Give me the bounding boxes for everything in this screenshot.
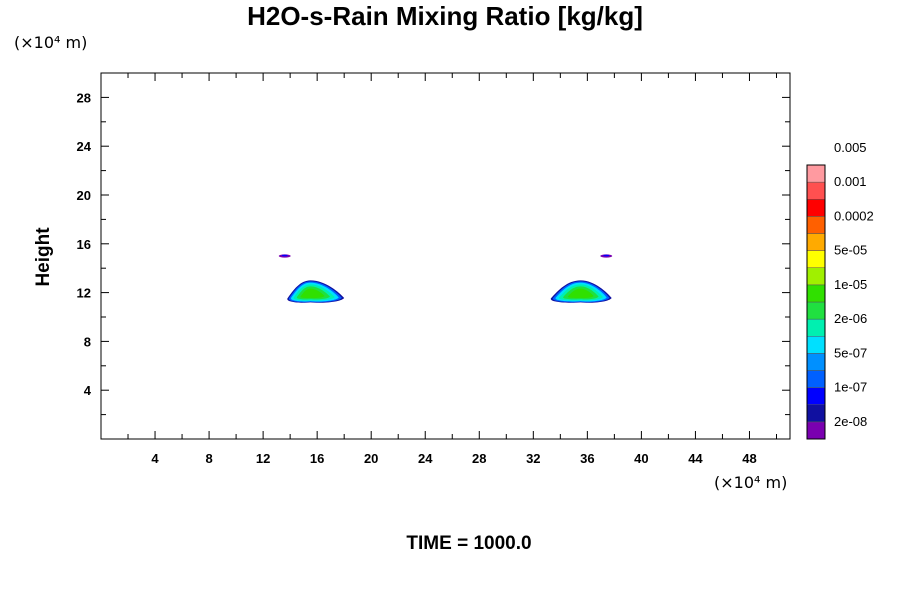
colorbar-swatch — [806, 387, 826, 405]
colorbar-swatch — [806, 421, 826, 440]
colorbar-frame — [806, 164, 826, 440]
colorbar-label: 1e-05 — [834, 277, 867, 292]
x-tick-label: 32 — [526, 451, 540, 466]
plot-area — [100, 72, 791, 440]
contour-wisp-core — [281, 254, 288, 257]
colorbar-swatch — [806, 404, 826, 423]
contour-level — [300, 288, 325, 299]
x-tick-label: 20 — [364, 451, 378, 466]
colorbar-label: 5e-05 — [834, 243, 867, 258]
x-tick-label: 48 — [742, 451, 756, 466]
colorbar-swatch — [806, 370, 826, 388]
x-tick-label: 8 — [205, 451, 212, 466]
colorbar-swatch — [806, 318, 826, 337]
x-tick-label: 24 — [418, 451, 433, 466]
colorbar-swatch — [806, 181, 826, 200]
colorbar-label: 2e-08 — [834, 414, 867, 429]
contour-cloud — [550, 280, 612, 303]
colorbar-swatch — [806, 353, 826, 371]
x-unit-label: (×10⁴ m) — [714, 473, 787, 492]
colorbar-label: 1e-07 — [834, 380, 867, 395]
y-tick-label: 28 — [77, 90, 91, 105]
colorbar: 2e-08 1e-07 5e-07 2e-06 1e-05 5e-05 0.0002 0.00… — [806, 140, 874, 440]
colorbar-swatch — [806, 301, 826, 320]
x-tick-labels: 4 8 12 16 20 24 28 32 36 40 44 48 — [151, 451, 756, 466]
y-tick-label: 4 — [84, 383, 92, 398]
y-tick-labels: 4 8 12 16 20 24 28 — [77, 90, 92, 398]
colorbar-label: 0.0002 — [834, 208, 874, 223]
y-tick-label: 16 — [77, 237, 91, 252]
contour-cloud — [287, 280, 345, 303]
x-tick-label: 36 — [580, 451, 594, 466]
colorbar-swatch — [806, 336, 826, 354]
y-axis-label: Height — [33, 227, 54, 287]
y-unit-label: (×10⁴ m) — [14, 33, 87, 52]
axis-ticks — [101, 73, 790, 439]
colorbar-label: 0.001 — [834, 174, 867, 189]
colorbar-swatch — [806, 233, 826, 251]
time-label: TIME = 1000.0 — [406, 533, 531, 554]
x-tick-label: 40 — [634, 451, 648, 466]
colorbar-label: 0.005 — [834, 140, 867, 155]
x-tick-label: 12 — [256, 451, 270, 466]
x-tick-label: 4 — [151, 451, 159, 466]
x-tick-label: 16 — [310, 451, 324, 466]
y-tick-label: 20 — [77, 188, 91, 203]
chart-title: H2O-s-Rain Mixing Ratio [kg/kg] — [247, 1, 643, 31]
contour-level — [567, 288, 594, 299]
colorbar-swatch — [806, 164, 826, 183]
colorbar-label: 5e-07 — [834, 345, 867, 360]
colorbar-swatch — [806, 250, 826, 268]
y-tick-label: 24 — [77, 139, 92, 154]
contour-wisp-core — [603, 254, 610, 257]
colorbar-swatch — [806, 267, 826, 286]
x-tick-label: 28 — [472, 451, 486, 466]
y-tick-label: 8 — [84, 334, 91, 349]
colorbar-swatch — [806, 284, 826, 303]
contour-features — [278, 254, 613, 303]
colorbar-label: 2e-06 — [834, 311, 867, 326]
y-tick-label: 12 — [77, 286, 91, 301]
x-tick-label: 44 — [688, 451, 703, 466]
colorbar-swatch — [806, 216, 826, 234]
colorbar-swatch — [806, 199, 826, 217]
